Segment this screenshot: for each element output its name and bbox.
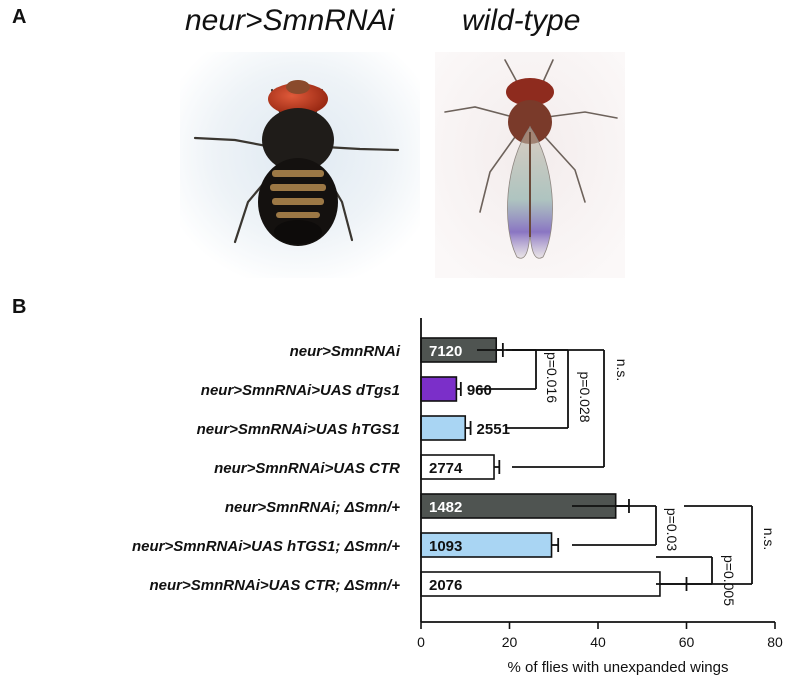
count-label: 1482 bbox=[429, 499, 462, 516]
x-tick-label: 20 bbox=[502, 634, 518, 650]
significance-label: p=0.005 bbox=[721, 555, 737, 606]
x-tick-label: 0 bbox=[417, 634, 425, 650]
count-label: 2076 bbox=[429, 577, 462, 594]
mutant-fly-photo bbox=[180, 52, 420, 278]
bar bbox=[420, 415, 467, 441]
panel-b-label: B bbox=[12, 296, 27, 318]
count-label: 960 bbox=[467, 382, 492, 399]
wildtype-fly-title: wild-type bbox=[462, 4, 581, 37]
significance-label: n.s. bbox=[614, 359, 630, 382]
bar bbox=[420, 376, 458, 402]
category-label: neur>SmnRNAi>UAS dTgs1 bbox=[201, 382, 400, 399]
category-label: neur>SmnRNAi>UAS CTR; ΔSmn/+ bbox=[149, 577, 400, 594]
significance-label: p=0.028 bbox=[577, 372, 593, 423]
category-label: neur>SmnRNAi bbox=[290, 343, 401, 360]
category-label: neur>SmnRNAi>UAS hTGS1 bbox=[197, 421, 400, 438]
count-label: 2774 bbox=[429, 460, 463, 477]
significance-label: p=0.016 bbox=[544, 352, 560, 403]
x-tick-label: 40 bbox=[590, 634, 606, 650]
bar-chart: neur>SmnRNAi neur>SmnRNAi>UAS dTgs1 neur>S… bbox=[132, 318, 783, 676]
significance-label: p=0.03 bbox=[664, 508, 680, 551]
wildtype-fly-photo bbox=[435, 52, 625, 278]
count-label: 7120 bbox=[429, 343, 462, 360]
count-label: 2551 bbox=[477, 421, 510, 438]
significance-label: n.s. bbox=[761, 528, 777, 551]
category-label: neur>SmnRNAi; ΔSmn/+ bbox=[225, 499, 400, 516]
category-label: neur>SmnRNAi>UAS hTGS1; ΔSmn/+ bbox=[132, 538, 400, 555]
mutant-fly-title: neur>SmnRNAi bbox=[185, 4, 395, 37]
x-tick-label: 80 bbox=[767, 634, 783, 650]
category-label: neur>SmnRNAi>UAS CTR bbox=[214, 460, 400, 477]
x-tick-label: 60 bbox=[679, 634, 695, 650]
count-label: 1093 bbox=[429, 538, 462, 555]
x-axis-title: % of flies with unexpanded wings bbox=[508, 659, 729, 676]
panel-a-label: A bbox=[12, 6, 27, 28]
